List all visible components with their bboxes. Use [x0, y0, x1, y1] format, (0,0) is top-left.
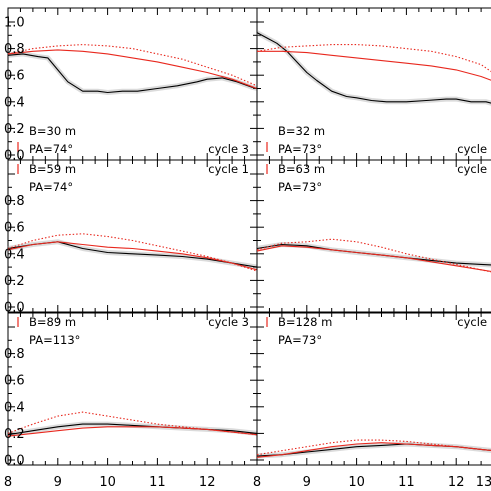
- position-angle-label: PA=73°: [278, 142, 322, 156]
- y-tick-label: 0.6: [4, 221, 25, 236]
- panel-1: B=30 m PA=74° cycle 3: [7, 7, 258, 161]
- baseline-label: B=89 m: [29, 315, 76, 329]
- position-angle-label: PA=74°: [29, 180, 73, 194]
- y-tick-label: 0.0: [4, 301, 25, 316]
- y-tick-label: 0.8: [4, 42, 25, 57]
- y-tick-label: 0.0: [4, 454, 25, 469]
- cycle-label: cycle 3: [208, 315, 249, 329]
- y-tick-label: 0.0: [4, 149, 25, 164]
- series-model-dotted-line: [256, 238, 491, 273]
- series-model-dotted-line: [7, 44, 258, 87]
- panel-annotations: B=32 m PA=73° cycle 1: [266, 124, 491, 156]
- x-tick-label: 10: [348, 475, 365, 490]
- cycle-label: cycle 1: [457, 142, 491, 156]
- baseline-label: B=128 m: [278, 315, 332, 329]
- cycle-label: cycle 3: [457, 315, 491, 329]
- baseline-label: B=32 m: [278, 124, 325, 138]
- y-tick-label: 0.2: [4, 122, 25, 137]
- x-tick-label: 13: [476, 475, 491, 490]
- series-model-dotted-line: [7, 233, 258, 272]
- error-band: [7, 51, 258, 95]
- series-model-dotted-line: [256, 44, 491, 73]
- series-model-solid-line: [7, 241, 258, 271]
- panel-annotations: B=59 m PA=74° cycle 1: [17, 162, 249, 194]
- y-tick-label: 0.4: [4, 400, 25, 415]
- cycle-label: cycle 1: [457, 162, 491, 176]
- panel-6: B=128 m PA=73° cycle 3: [256, 312, 491, 466]
- panel-2: B=32 m PA=73° cycle 1: [255, 7, 491, 161]
- panel-annotations: B=63 m PA=73° cycle 1: [266, 162, 491, 194]
- series-model-solid-line: [7, 49, 258, 90]
- x-tick-label: 8: [4, 475, 12, 490]
- x-tick-label: 12: [199, 475, 216, 490]
- panel-3: B=59 m PA=74° cycle 1: [7, 159, 258, 313]
- position-angle-label: PA=113°: [29, 333, 80, 347]
- baseline-label: B=30 m: [29, 124, 76, 138]
- y-tick-label: 0.6: [4, 69, 25, 84]
- x-tick-label: 9: [54, 475, 62, 490]
- panel-4: B=63 m PA=73° cycle 1: [256, 159, 491, 313]
- y-tick-label: 0.4: [4, 247, 25, 262]
- y-tick-label: 0.4: [4, 95, 25, 110]
- series-observed-line: [256, 32, 491, 104]
- series-model-solid-line: [7, 426, 258, 437]
- panel-5: B=89 m PA=113° cycle 3: [7, 312, 258, 466]
- panel-annotations: B=89 m PA=113° cycle 3: [17, 315, 249, 347]
- y-tick-label: 0.2: [4, 274, 25, 289]
- series-model-dotted-line: [256, 439, 491, 456]
- y-tick-label: 0.8: [4, 194, 25, 209]
- x-tick-label: 8: [253, 475, 261, 490]
- x-tick-label: 12: [448, 475, 465, 490]
- x-tick-label: 9: [303, 475, 311, 490]
- panel-annotations: B=128 m PA=73° cycle 3: [266, 315, 491, 347]
- y-tick-label: 1.0: [4, 16, 25, 31]
- x-tick-label: 11: [149, 475, 166, 490]
- series-model-solid-line: [257, 50, 491, 81]
- y-tick-label: 0.6: [4, 374, 25, 389]
- series-model-solid-line: [256, 245, 491, 272]
- y-tick-label: 0.2: [4, 427, 25, 442]
- position-angle-label: PA=74°: [29, 142, 73, 156]
- position-angle-label: PA=73°: [278, 180, 322, 194]
- y-tick-label: 0.8: [4, 347, 25, 362]
- baseline-label: B=63 m: [278, 162, 325, 176]
- cycle-label: cycle 1: [208, 162, 249, 176]
- series-model-solid-line: [256, 442, 491, 458]
- position-angle-label: PA=73°: [278, 333, 322, 347]
- baseline-label: B=59 m: [29, 162, 76, 176]
- error-band: [7, 239, 258, 270]
- series-observed-line: [7, 53, 258, 94]
- x-tick-label: 11: [398, 475, 415, 490]
- panel-annotations: B=30 m PA=74° cycle 3: [17, 124, 249, 156]
- x-tick-label: 10: [99, 475, 116, 490]
- cycle-label: cycle 3: [208, 142, 249, 156]
